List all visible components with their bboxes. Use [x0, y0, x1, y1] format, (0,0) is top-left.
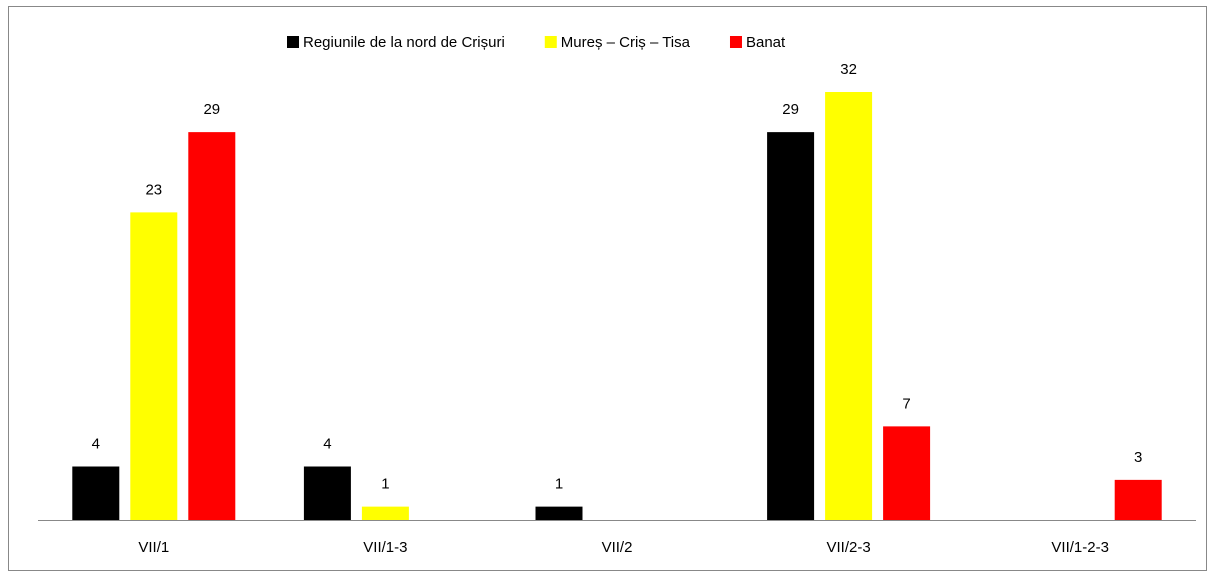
legend-swatch: [287, 36, 299, 48]
data-label: 4: [92, 435, 100, 452]
bar: [361, 506, 409, 520]
legend-swatch: [729, 36, 742, 48]
data-label: 3: [1134, 449, 1142, 466]
x-tick-label: VII/1-3: [363, 539, 407, 556]
bar: [188, 132, 236, 520]
data-label: 23: [145, 181, 162, 198]
bar: [825, 92, 873, 520]
legend-swatch: [544, 36, 557, 48]
data-label: 29: [782, 101, 799, 118]
bar: [130, 212, 178, 520]
data-label: 4: [323, 435, 331, 452]
data-label: 1: [381, 476, 389, 493]
legend-label: Mureș – Criș – Tisa: [561, 34, 691, 51]
legend-label: Regiunile de la nord de Crișuri: [303, 34, 505, 51]
data-label: 32: [840, 61, 857, 78]
bar: [72, 466, 120, 520]
x-tick-label: VII/1-2-3: [1051, 539, 1109, 556]
bar: [303, 466, 351, 520]
x-tick-label: VII/2-3: [827, 539, 871, 556]
x-tick-label: VII/2: [602, 539, 633, 556]
x-tick-label: VII/1: [138, 539, 169, 556]
data-label: 1: [555, 476, 563, 493]
bar: [767, 132, 815, 520]
data-label: 7: [902, 395, 910, 412]
data-label: 29: [203, 101, 220, 118]
legend-label: Banat: [746, 34, 786, 51]
bar: [883, 426, 931, 520]
chart-frame: [8, 6, 1207, 571]
bar: [535, 506, 583, 520]
bar: [1114, 479, 1162, 520]
